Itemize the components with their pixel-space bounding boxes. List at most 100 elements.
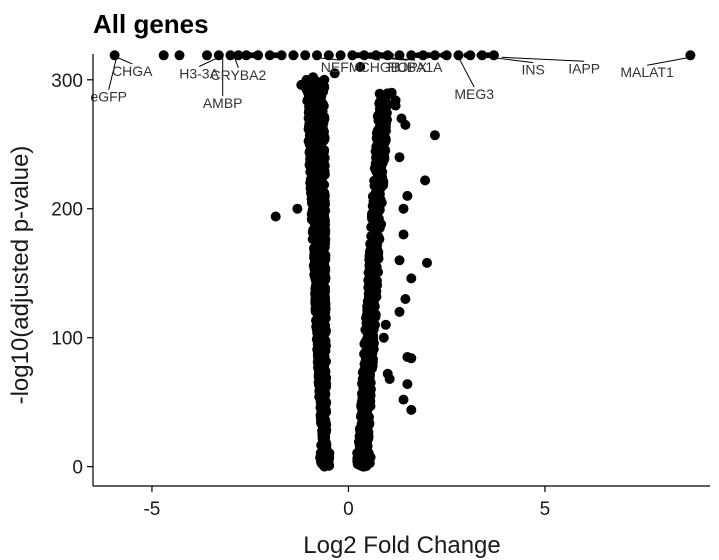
gene-leader-line (364, 56, 380, 61)
gene-label: CRYBA2 (211, 67, 267, 83)
data-point (313, 206, 324, 217)
capped-point (323, 50, 334, 61)
data-point (370, 210, 381, 221)
outlier-point (420, 175, 431, 186)
data-point (367, 363, 377, 374)
chart-title: All genes (93, 9, 209, 39)
capped-point (202, 50, 212, 61)
capped-point (387, 52, 394, 59)
capped-point (380, 52, 387, 59)
data-point (361, 313, 371, 323)
data-point (315, 189, 326, 200)
data-point (379, 97, 390, 108)
outlier-point (402, 379, 413, 390)
gene-labels: eGFP CHGA H3-3A AMBP CRYBA2 NEFM CHGBHOPXTUBA1… (90, 59, 674, 111)
gene-leader-line (647, 56, 691, 66)
data-point (365, 329, 376, 340)
outlier-point (398, 229, 409, 240)
outlier-point (390, 100, 401, 111)
data-point (378, 125, 389, 136)
data-point (378, 116, 389, 126)
data-point (324, 452, 335, 463)
data-point (363, 449, 374, 460)
data-point (371, 248, 382, 258)
outlier-point (304, 101, 315, 112)
data-point (313, 355, 324, 366)
outlier-point (386, 87, 397, 98)
data-point (361, 396, 372, 407)
data-point (319, 327, 330, 338)
data-point (316, 418, 327, 429)
outlier-point (308, 72, 319, 83)
outlier-point (378, 332, 389, 343)
gene-label: eGFP (90, 89, 127, 105)
y-axis-title: -log10(adjusted p-value) (7, 146, 34, 405)
outlier-point (406, 273, 417, 284)
data-point (376, 197, 387, 208)
data-point (309, 254, 320, 265)
data-point (381, 107, 392, 118)
data-point (312, 222, 323, 233)
data-point (366, 345, 377, 356)
outlier-point (329, 68, 340, 79)
capped-point (354, 52, 361, 59)
data-point (318, 116, 329, 127)
outlier-point (380, 319, 391, 330)
data-point (320, 271, 330, 282)
y-axis-ticks: 0 100 200 300 (51, 71, 93, 479)
capped-point (313, 52, 320, 59)
gene-leader-line (371, 56, 408, 61)
gene-label: TUBA1A (388, 59, 443, 75)
data-point (362, 424, 373, 434)
data-point (368, 219, 379, 230)
capped-point (489, 52, 496, 59)
data-point (372, 143, 383, 154)
outlier-point (422, 257, 432, 268)
data-point (314, 80, 325, 90)
outlier-point (429, 130, 440, 141)
capped-point (463, 52, 470, 59)
capped-point (418, 50, 429, 61)
data-point (303, 124, 314, 135)
data-point (371, 133, 382, 144)
data-point (316, 164, 327, 175)
outlier-point (270, 211, 281, 222)
gene-label: CHGB (360, 59, 400, 75)
capped-point (265, 52, 272, 59)
gene-label: HOPX (388, 59, 428, 75)
capped-point (347, 50, 358, 61)
outlier-point (406, 353, 417, 364)
data-point (318, 392, 329, 403)
data-point (371, 160, 382, 171)
gene-leader-line (313, 56, 341, 61)
data-point (365, 278, 376, 289)
gene-label: CHGA (112, 63, 153, 79)
x-tick-label: 0 (343, 499, 354, 520)
outlier-point (394, 306, 405, 317)
data-point (379, 151, 390, 162)
capped-point (109, 50, 120, 61)
gene-leader-line (489, 56, 534, 64)
data-point (317, 128, 328, 139)
y-tick-label: 300 (51, 71, 83, 92)
gene-label: IAPP (568, 60, 600, 76)
outlier-point (400, 294, 411, 304)
outlier-point (406, 404, 417, 415)
capped-point (426, 52, 433, 59)
gene-leader-line (234, 57, 239, 68)
y-tick-label: 100 (51, 329, 83, 350)
x-axis-ticks: -5 0 5 (143, 486, 550, 520)
gene-label: NEFM (321, 59, 361, 75)
gene-leader-line (501, 56, 585, 62)
capped-point (443, 52, 450, 59)
data-point (362, 356, 373, 367)
gene-label: INS (522, 62, 545, 78)
capped-point (431, 52, 438, 59)
data-point (313, 377, 324, 388)
outlier-point (394, 255, 405, 266)
gene-label: H3-3A (179, 66, 219, 82)
outlier-point (402, 190, 413, 201)
gene-label: AMBP (203, 95, 243, 111)
data-point (359, 458, 370, 469)
